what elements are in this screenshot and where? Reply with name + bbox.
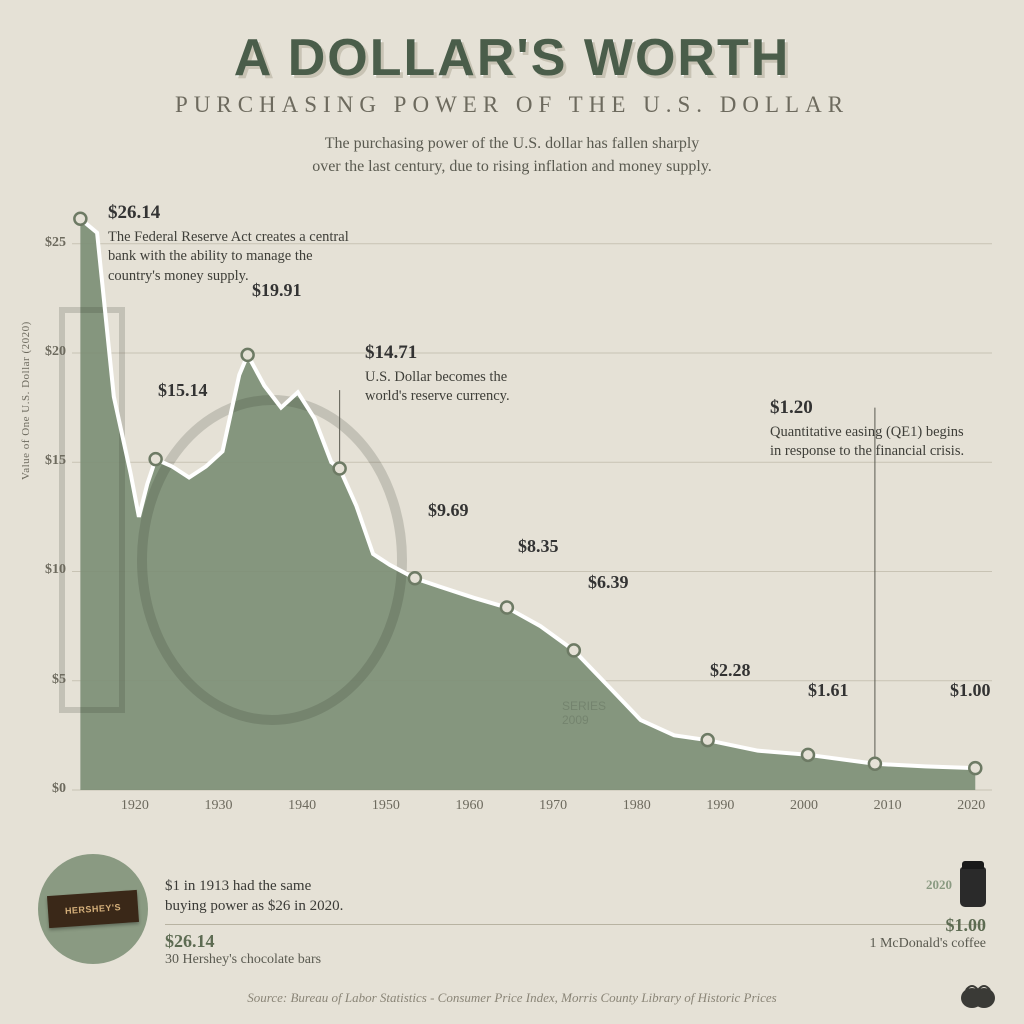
comparison-line-1: $1 in 1913 had the same xyxy=(165,878,311,894)
data-point-label: $19.91 xyxy=(252,280,302,301)
subtitle: PURCHASING POWER OF THE U.S. DOLLAR xyxy=(0,92,1024,118)
hershey-icon: HERSHEY'S xyxy=(38,854,148,964)
x-tick-label: 1960 xyxy=(455,798,483,814)
intro-line-2: over the last century, due to rising inf… xyxy=(312,158,712,175)
y-tick-label: $0 xyxy=(26,781,66,797)
data-point-label: $9.69 xyxy=(428,500,469,521)
main-title: A DOLLAR'S WORTH xyxy=(0,28,1024,88)
svg-text:2009: 2009 xyxy=(562,713,589,727)
annotation-value: $14.71 xyxy=(365,340,545,366)
data-point-label: $6.39 xyxy=(588,572,629,593)
annotation-text: Quantitative easing (QE1) begins in resp… xyxy=(770,424,964,460)
annotation-text: The Federal Reserve Act creates a centra… xyxy=(108,229,349,284)
annotation-2008: $1.20 Quantitative easing (QE1) begins i… xyxy=(770,395,970,462)
coffee-price: $1.00 xyxy=(869,915,986,936)
y-tick-label: $25 xyxy=(26,235,66,251)
x-tick-label: 1990 xyxy=(706,798,734,814)
annotation-value: $26.14 xyxy=(108,200,368,226)
source-citation: Source: Bureau of Labor Statistics - Con… xyxy=(0,990,1024,1006)
x-tick-label: 1970 xyxy=(539,798,567,814)
coffee-desc: 1 McDonald's coffee xyxy=(869,936,986,952)
title-block: A DOLLAR'S WORTH PURCHASING POWER OF THE… xyxy=(0,0,1024,178)
data-point-label: $8.35 xyxy=(518,536,559,557)
comparison-line-2: buying power as $26 in 2020. xyxy=(165,898,343,914)
x-tick-label: 2000 xyxy=(790,798,818,814)
x-tick-label: 2020 xyxy=(957,798,985,814)
publisher-logo-icon xyxy=(958,980,998,1010)
intro-line-1: The purchasing power of the U.S. dollar … xyxy=(325,135,700,152)
data-point-label: $1.61 xyxy=(808,680,849,701)
x-tick-label: 2010 xyxy=(874,798,902,814)
y-tick-label: $20 xyxy=(26,344,66,360)
price-comparison-row: $26.14 30 Hershey's chocolate bars xyxy=(165,924,985,968)
data-point-label: $15.14 xyxy=(158,380,208,401)
coffee-year: 2020 xyxy=(869,877,952,893)
annotation-value: $1.20 xyxy=(770,395,970,421)
chart-area: SERIES2009 xyxy=(72,200,992,790)
svg-text:SERIES: SERIES xyxy=(562,699,606,713)
x-tick-label: 1980 xyxy=(623,798,651,814)
annotation-1913: $26.14 The Federal Reserve Act creates a… xyxy=(108,200,368,286)
annotation-text: U.S. Dollar becomes the world's reserve … xyxy=(365,369,510,405)
y-tick-label: $10 xyxy=(26,562,66,578)
hershey-desc: 30 Hershey's chocolate bars xyxy=(165,952,985,968)
data-point-label: $1.00 xyxy=(950,680,991,701)
hershey-bar-icon: HERSHEY'S xyxy=(47,890,139,928)
x-tick-label: 1930 xyxy=(205,798,233,814)
coffee-block: 2020 $1.00 1 McDonald's coffee xyxy=(869,877,986,952)
footer: HERSHEY'S $1 in 1913 had the same buying… xyxy=(0,854,1024,1024)
comparison-text: $1 in 1913 had the same buying power as … xyxy=(165,876,343,917)
data-point-label: $2.28 xyxy=(710,660,751,681)
x-tick-label: 1950 xyxy=(372,798,400,814)
y-tick-label: $5 xyxy=(26,672,66,688)
area-chart: SERIES2009 xyxy=(72,200,992,790)
annotation-1944: $14.71 U.S. Dollar becomes the world's r… xyxy=(365,340,545,407)
coffee-cup-icon xyxy=(960,867,986,907)
x-tick-label: 1920 xyxy=(121,798,149,814)
hershey-price: $26.14 xyxy=(165,931,985,952)
intro-text: The purchasing power of the U.S. dollar … xyxy=(0,132,1024,178)
x-tick-label: 1940 xyxy=(288,798,316,814)
y-tick-label: $15 xyxy=(26,453,66,469)
